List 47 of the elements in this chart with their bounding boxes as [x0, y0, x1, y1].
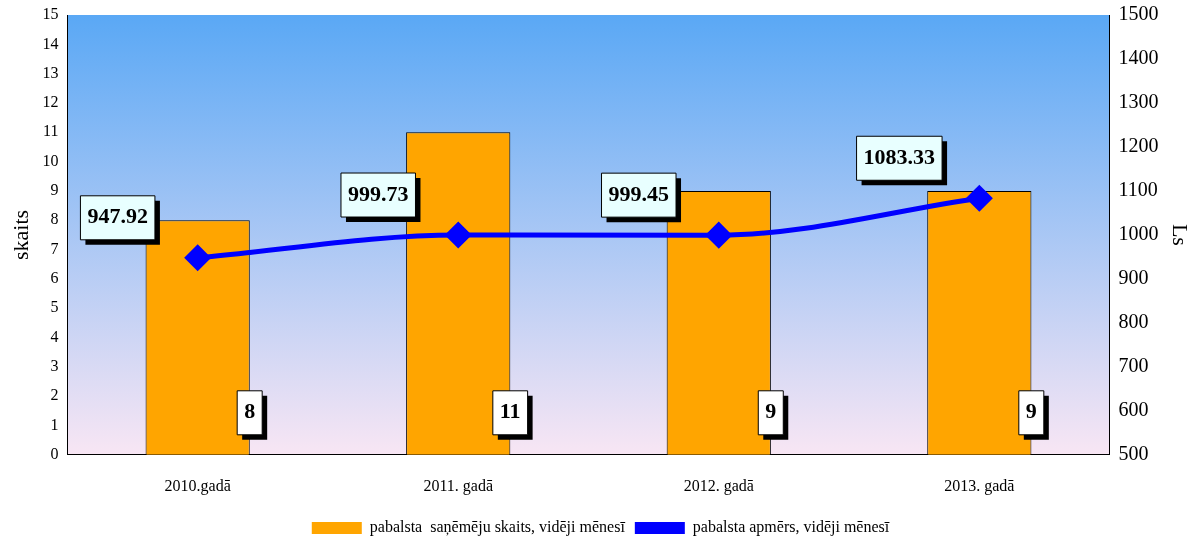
x-tick-label: 2010.gadā [164, 476, 231, 495]
y-tick-label: 14 [42, 34, 59, 52]
y2-axis-title: Ls [1168, 223, 1194, 246]
y-tick-label: 7 [50, 239, 59, 257]
y2-tick-label: 1400 [1118, 46, 1159, 69]
y2-tick-label: 800 [1118, 310, 1149, 333]
y-tick-label: 0 [50, 445, 59, 462]
data-label: 1083.33 [863, 143, 936, 169]
y-tick-label: 5 [50, 298, 59, 316]
data-label: 9 [765, 398, 777, 424]
y-tick-label: 11 [42, 122, 59, 140]
point [185, 245, 211, 271]
x-tick-label: 2013. gadā [944, 476, 1015, 495]
point [445, 222, 471, 248]
y-tick-label: 1 [50, 415, 59, 433]
y-axis-title: skaits [7, 209, 33, 260]
legend-label: pabalsta apmērs, vidēji mēnesī [692, 518, 890, 537]
y2-tick-label: 1200 [1118, 134, 1159, 157]
y-tick-label: 9 [50, 181, 59, 199]
y-tick-label: 3 [50, 357, 59, 375]
data-label: 947.92 [87, 203, 148, 229]
y-tick-label: 15 [42, 5, 59, 23]
data-label: 999.45 [608, 180, 670, 206]
data-label: 9 [1025, 398, 1037, 424]
y-tick-label: 2 [50, 386, 59, 404]
y2-tick-label: 1000 [1118, 222, 1159, 245]
y-tick-label: 8 [50, 210, 59, 228]
y2-tick-label: 1300 [1118, 90, 1159, 113]
y-tick-label: 10 [42, 151, 59, 169]
y2-tick-label: 1500 [1118, 2, 1159, 25]
y2-tick-label: 1100 [1118, 178, 1158, 201]
y2-tick-label: 900 [1118, 266, 1149, 289]
point [706, 222, 732, 248]
y-tick-label: 13 [42, 63, 59, 81]
x-tick-label: 2011. gadā [423, 476, 494, 495]
data-label: 8 [244, 398, 256, 424]
point [966, 185, 992, 211]
legend-label: pabalsta saņēmēju skaits, vidēji mēnesī [369, 518, 626, 537]
data-label: 11 [499, 398, 521, 424]
y-tick-label: 6 [50, 269, 59, 287]
y-tick-label: 12 [42, 93, 59, 111]
data-label: 999.73 [347, 180, 409, 206]
x-tick-label: 2012. gadā [683, 476, 754, 495]
y2-tick-label: 700 [1118, 354, 1149, 377]
y2-tick-label: 500 [1118, 442, 1149, 465]
y2-tick-label: 600 [1118, 398, 1149, 421]
y-tick-label: 4 [50, 327, 59, 345]
